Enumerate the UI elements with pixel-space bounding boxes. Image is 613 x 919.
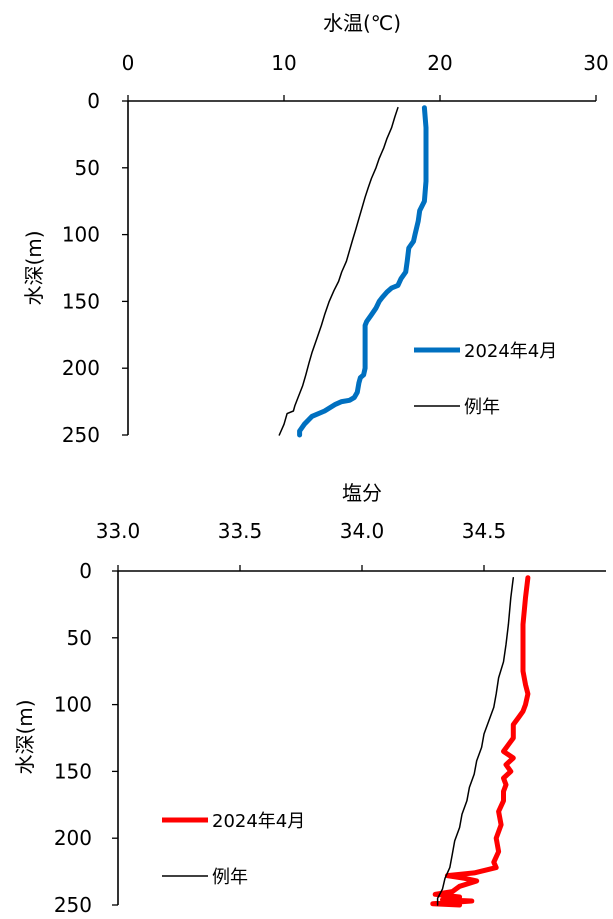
legend-label-normal: 例年 [212,867,248,888]
axes [122,95,597,436]
x-tick-labels: 0 10 20 30 [122,51,609,75]
y-tick-label: 200 [54,826,92,850]
legend: 2024年4月 例年 [162,811,305,888]
y-tick-label: 200 [62,356,100,380]
y-tick-label: 100 [54,693,92,717]
x-tick-label: 0 [122,51,135,75]
legend-label-2024: 2024年4月 [212,811,305,832]
legend-label-normal: 例年 [464,397,500,418]
legend-label-2024: 2024年4月 [464,341,557,362]
series-line-0 [430,575,531,908]
legend: 2024年4月 例年 [414,341,557,418]
series-line-1 [436,576,515,906]
series-lines [278,105,429,438]
y-tick-labels: 0 50 100 150 200 250 [54,559,92,917]
axes [112,565,606,906]
series-lines [430,575,531,908]
y-tick-label: 250 [62,423,100,447]
temperature-chart: 水温(℃) 水深(m) 0 10 20 30 0 50 100 150 200 250 2024… [22,11,609,447]
y-tick-label: 150 [62,289,100,313]
x-tick-label: 20 [427,51,452,75]
x-tick-label: 33.0 [96,519,141,543]
y-tick-label: 0 [79,559,92,583]
x-tick-label: 30 [583,51,608,75]
x-tick-label: 34.0 [340,519,385,543]
salinity-chart: 塩分 水深(m) 33.0 33.5 34.0 34.5 0 50 100 150 200 25… [13,481,606,917]
x-axis-title: 水温(℃) [323,11,401,35]
y-tick-label: 250 [54,893,92,917]
y-tick-label: 50 [75,156,100,180]
x-tick-labels: 33.0 33.5 34.0 34.5 [96,519,507,543]
y-tick-label: 50 [67,626,92,650]
y-tick-label: 150 [54,759,92,783]
y-tick-label: 100 [62,223,100,247]
x-tick-label: 34.5 [462,519,507,543]
y-tick-labels: 0 50 100 150 200 250 [62,89,100,447]
y-axis-title: 水深(m) [13,699,37,774]
x-axis-title: 塩分 [342,481,382,505]
series-line-0 [297,105,429,438]
x-tick-label: 33.5 [218,519,263,543]
series-line-1 [278,106,399,436]
x-tick-label: 10 [271,51,296,75]
y-tick-label: 0 [87,89,100,113]
y-axis-title: 水深(m) [22,230,46,305]
